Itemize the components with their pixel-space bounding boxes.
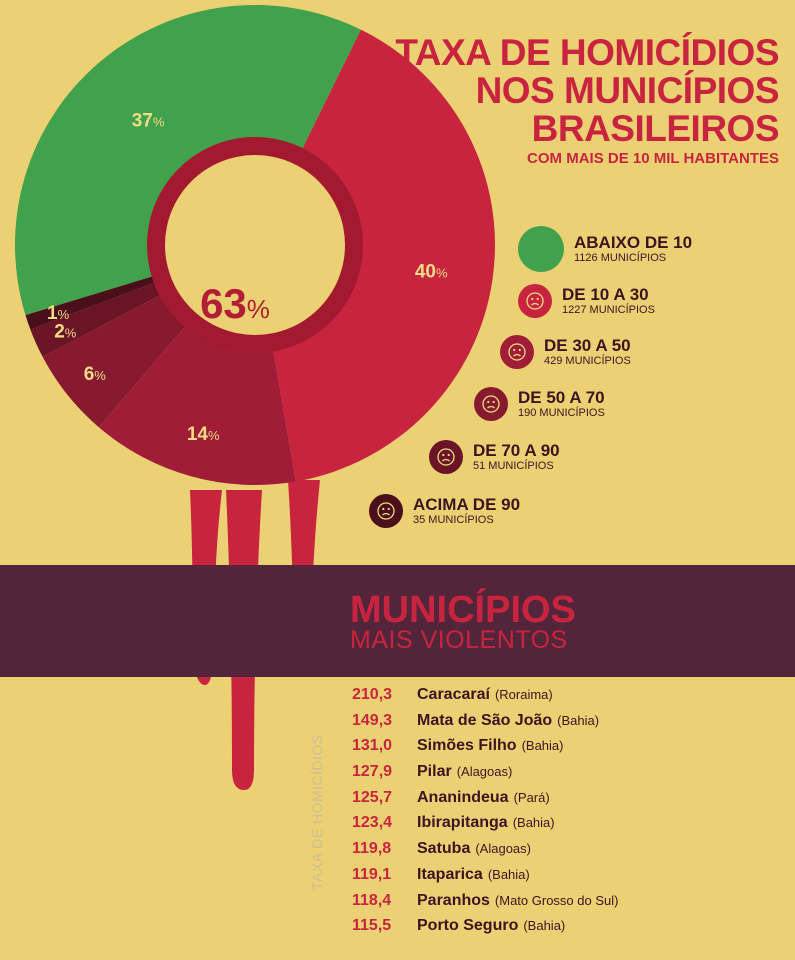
legend-item: ACIMA DE 90 35 MUNICÍPIOS [369, 494, 520, 528]
ranking-state: (Bahia) [487, 866, 530, 882]
ranking-row: 127,9 Pilar (Alagoas) [352, 763, 618, 789]
legend-count: 1126 MUNICÍPIOS [574, 251, 667, 264]
ranking-rate: 119,8 [352, 840, 392, 858]
chart-title: TAXA DE HOMICÍDIOS NOS MUNICÍPIOS BRASIL… [395, 34, 779, 168]
ranking-state: (Bahia) [521, 738, 564, 754]
slice-label: 6% [84, 364, 107, 385]
slice-de-50-a-70 [42, 291, 190, 428]
legend-count: 1227 MUNICÍPIOS [562, 303, 655, 316]
legend-label: ACIMA DE 90 [413, 494, 521, 514]
sad-face-icon [518, 284, 552, 318]
ranking-rate: 115,5 [352, 917, 392, 935]
ranking-row: 123,4 Ibirapitanga (Bahia) [352, 814, 618, 840]
legend-count: 429 MUNICÍPIOS [544, 354, 631, 367]
ranking-city: Paranhos [417, 891, 490, 909]
ranking-state: (Bahia) [523, 918, 566, 934]
legend-label: DE 50 A 70 [518, 387, 605, 407]
legend-item: DE 10 A 30 1227 MUNICÍPIOS [518, 284, 655, 318]
legend-label: DE 10 A 30 [562, 284, 649, 304]
legend-item: DE 70 A 90 51 MUNICÍPIOS [429, 440, 560, 474]
ranking-state: (Alagoas) [475, 841, 531, 857]
ranking-rate: 125,7 [352, 788, 393, 806]
title-line-2: NOS MUNICÍPIOS [475, 70, 780, 111]
slice-de-10-a-30 [272, 29, 495, 482]
ranking-row: 119,8 Satuba (Alagoas) [352, 840, 618, 866]
ranking-subtitle: MAIS VIOLENTOS [350, 626, 568, 654]
legend-label: DE 30 A 50 [544, 335, 631, 355]
center-value: 63 [200, 280, 247, 327]
slice-label: 2% [54, 321, 77, 342]
ranking-axis-label: TAXA DE HOMICÍDIOS [309, 734, 325, 890]
ranking-row: 119,1 Itaparica (Bahia) [352, 866, 618, 892]
legend-label: ABAIXO DE 10 [574, 232, 693, 252]
ranking-rate: 127,9 [352, 763, 393, 781]
ranking-rate: 119,1 [352, 865, 392, 883]
slice-de-30-a-50 [98, 320, 296, 485]
ranking-rate: 123,4 [352, 814, 393, 832]
slice-abaixo-de-10 [14, 4, 361, 316]
legend-item: ABAIXO DE 10 1126 MUNICÍPIOS [518, 226, 692, 272]
legend-item: DE 50 A 70 190 MUNICÍPIOS [474, 387, 605, 421]
ranking-header-band [0, 565, 795, 677]
legend-label: DE 70 A 90 [473, 440, 560, 460]
center-unit: % [247, 294, 270, 324]
ranking-rate: 118,4 [352, 891, 392, 909]
ranking-city: Ananindeua [417, 788, 509, 806]
ranking-state: (Alagoas) [456, 764, 513, 780]
legend-count: 51 MUNICÍPIOS [473, 459, 554, 472]
legend-count: 190 MUNICÍPIOS [518, 406, 605, 419]
ranking-row: 115,5 Porto Seguro (Bahia) [352, 917, 618, 943]
ranking-rate: 131,0 [352, 737, 393, 755]
chart-subtitle: COM MAIS DE 10 MIL HABITANTES [527, 150, 779, 167]
donut-hole [165, 155, 345, 335]
center-percentage-label: 63% [200, 280, 270, 327]
title-line-3: BRASILEIROS [531, 108, 780, 149]
ranking-city: Itaparica [417, 865, 483, 883]
legend-count: 35 MUNICÍPIOS [413, 513, 494, 526]
ranking-state: (Mato Grosso do Sul) [494, 892, 619, 908]
ranking-city: Pilar [417, 763, 452, 781]
slice-label: 14% [187, 424, 220, 445]
sad-face-icon [500, 335, 534, 369]
slice-label: 40% [415, 261, 448, 282]
ranking-state: (Roraima) [494, 687, 553, 702]
ranking-row: 118,4 Paranhos (Mato Grosso do Sul) [352, 892, 618, 918]
ranking-rate: 210,3 [352, 686, 393, 703]
ranking-city: Porto Seguro [417, 917, 519, 935]
ranking-row: 131,0 Simões Filho (Bahia) [352, 737, 618, 763]
slice-label: 1% [47, 303, 70, 324]
sad-face-icon [369, 494, 403, 528]
ranking-rate: 149,3 [352, 711, 393, 729]
ranking-list: 210,3 Caracaraí (Roraima) 149,3 Mata de São … [352, 686, 618, 943]
slice-acima-de-90 [25, 274, 162, 330]
slice-label: 37% [132, 110, 165, 131]
title-line-1: TAXA DE HOMICÍDIOS [395, 32, 779, 73]
sad-face-icon [429, 440, 463, 474]
ranking-city: Simões Filho [417, 737, 517, 755]
ranking-city: Ibirapitanga [417, 814, 508, 832]
ranking-state: (Pará) [513, 789, 550, 805]
ranking-city: Caracaraí [417, 686, 490, 703]
ranking-row: 210,3 Caracaraí (Roraima) [352, 686, 618, 712]
ranking-city: Satuba [417, 840, 471, 858]
ranking-row: 125,7 Ananindeua (Pará) [352, 789, 618, 815]
legend-swatch [518, 226, 564, 272]
ranking-title: MUNICÍPIOS [350, 589, 576, 631]
ranking-state: (Bahia) [557, 712, 600, 728]
ranking-state: (Bahia) [512, 815, 555, 831]
ranking-row: 149,3 Mata de São João (Bahia) [352, 712, 618, 738]
slice-de-70-a-90 [30, 280, 167, 357]
legend-item: DE 30 A 50 429 MUNICÍPIOS [500, 335, 631, 369]
sad-face-icon [474, 387, 508, 421]
ranking-city: Mata de São João [417, 711, 553, 729]
